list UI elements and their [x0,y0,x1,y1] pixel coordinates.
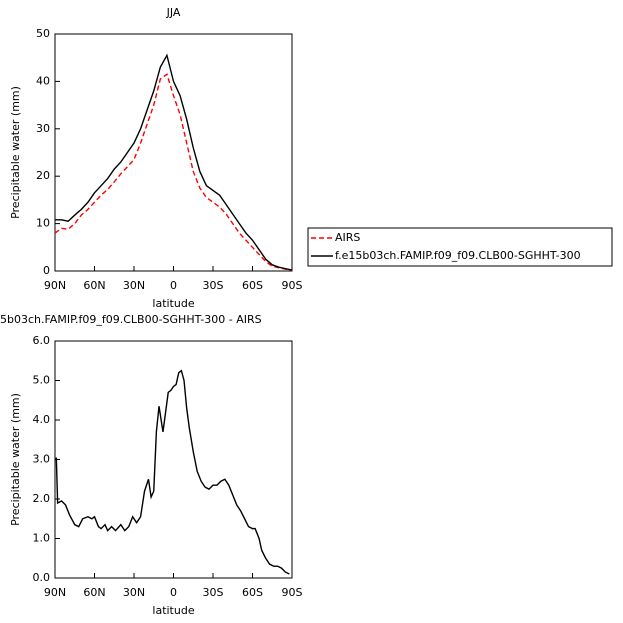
y-tick-label: 4.0 [33,413,51,426]
y-axis-label: Precipitable water (mm) [9,86,22,219]
x-tick-label: 60N [83,279,105,292]
y-tick-label: 6.0 [33,334,51,347]
x-tick-label: 30S [203,586,224,599]
y-tick-label: 1.0 [33,532,51,545]
chart-title: JJA [166,6,181,19]
x-axis-label: latitude [152,604,194,617]
line-series [54,73,293,272]
legend-box [307,227,613,267]
y-tick-label: 0 [43,264,50,277]
y-tick-label: 0.0 [33,571,51,584]
x-tick-label: 60S [242,279,263,292]
x-tick-label: 30N [123,279,145,292]
y-tick-label: 10 [36,217,50,230]
legend-label: f.e15b03ch.FAMIP.f09_f09.CLB00-SGHHT-300 [335,249,581,262]
y-tick-label: 50 [36,27,50,40]
x-tick-label: 0 [170,586,177,599]
line-series [55,369,290,575]
y-tick-label: 20 [36,169,50,182]
x-tick-label: 60S [242,586,263,599]
plot-frame [54,33,293,272]
x-tick-label: 90S [282,279,303,292]
x-tick-label: 90N [44,279,66,292]
x-tick-label: 60N [83,586,105,599]
x-tick-label: 90N [44,586,66,599]
x-tick-label: 30N [123,586,145,599]
x-tick-label: 0 [170,279,177,292]
y-tick-label: 3.0 [33,453,51,466]
x-axis-label: latitude [152,297,194,310]
y-tick-label: 40 [36,74,50,87]
x-tick-label: 30S [203,279,224,292]
y-tick-label: 2.0 [33,492,51,505]
y-tick-label: 30 [36,122,50,135]
legend-label: AIRS [335,231,360,244]
line-series [55,53,293,271]
x-tick-label: 90S [282,586,303,599]
plot-frame [54,340,293,579]
chart-title: 5b03ch.FAMIP.f09_f09.CLB00-SGHHT-300 - A… [0,313,262,326]
y-axis-label: Precipitable water (mm) [9,393,22,526]
y-tick-label: 5.0 [33,374,51,387]
